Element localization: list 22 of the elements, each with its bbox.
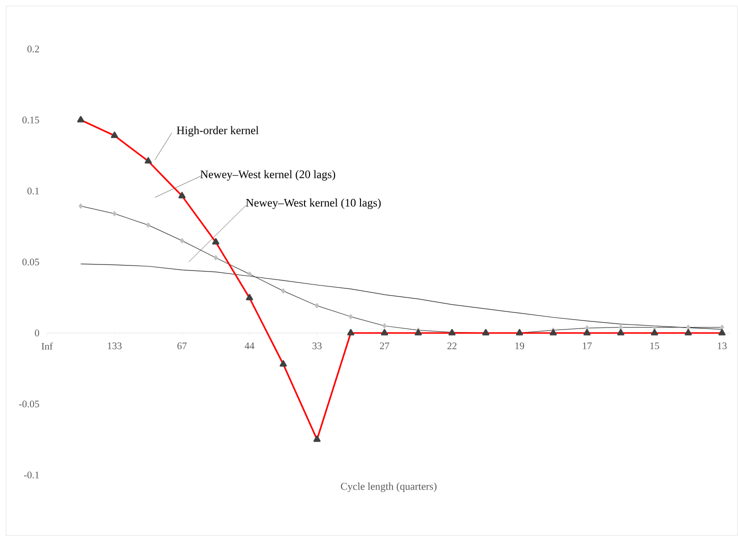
y-tick-label: 0.1 bbox=[27, 188, 39, 194]
x-tick-label: 133 bbox=[108, 342, 122, 350]
x-tick-label: 19 bbox=[515, 342, 524, 350]
y-tick-label: 0.2 bbox=[27, 46, 39, 52]
text: Newey–West kernel (10 lags) bbox=[246, 198, 381, 209]
text: High-order kernel bbox=[176, 126, 259, 137]
y-tick-label: 0.15 bbox=[22, 116, 40, 124]
x-tick-label: 27 bbox=[380, 342, 390, 350]
text: Newey–West kernel (20 lags) bbox=[200, 170, 336, 181]
y-tick-label: -0.05 bbox=[19, 400, 40, 408]
x-tick-label: Inf bbox=[42, 342, 53, 350]
y-tick-label: 0.05 bbox=[22, 258, 40, 266]
x-tick-label: 17 bbox=[582, 342, 592, 350]
x-tick-label: 15 bbox=[650, 342, 660, 350]
y-tick-label: -0.1 bbox=[24, 472, 39, 478]
x-tick-label: 33 bbox=[312, 342, 322, 350]
y-tick-label: 0 bbox=[34, 330, 40, 336]
x-tick-label: 22 bbox=[447, 342, 456, 350]
x-axis-title: Cycle length (quarters) bbox=[340, 482, 436, 492]
x-tick-label: 44 bbox=[244, 342, 254, 350]
x-tick-label: 13 bbox=[718, 342, 727, 350]
x-tick-label: 67 bbox=[177, 342, 187, 350]
